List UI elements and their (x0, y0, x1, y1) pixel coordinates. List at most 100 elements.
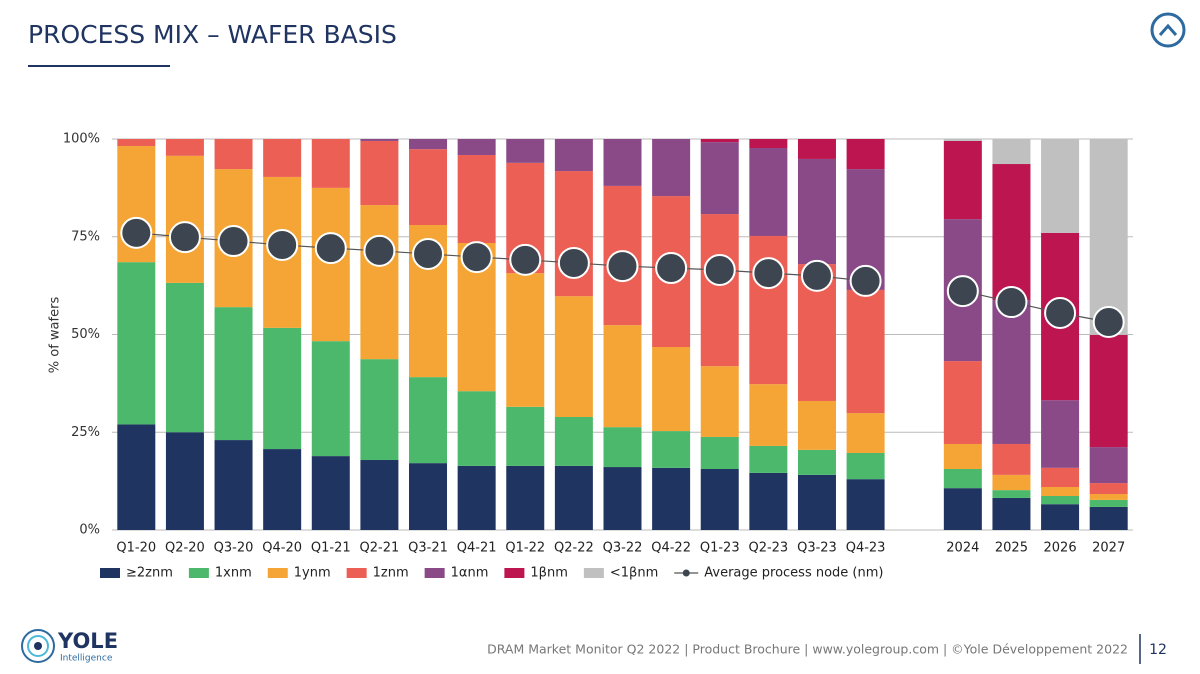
x-tick-label: Q4-22 (651, 541, 691, 556)
average-marker (800, 259, 833, 292)
legend-swatch (188, 568, 209, 578)
logo-name: YOLE (57, 629, 118, 653)
average-marker (606, 250, 639, 283)
legend-label: ≥2znm (126, 566, 173, 581)
bar-segment (749, 139, 788, 148)
bar-segment (263, 327, 302, 450)
legend-swatch (583, 568, 604, 578)
bar-segment (554, 139, 593, 172)
average-marker (412, 237, 445, 270)
legend-label: <1βnm (610, 566, 658, 581)
y-tick-label: 75% (71, 229, 100, 244)
bar-segment (797, 449, 836, 475)
bar-segment (749, 472, 788, 530)
average-marker (557, 246, 590, 279)
page-number: 12 (1149, 642, 1167, 658)
average-marker (266, 228, 299, 261)
bar-segment (1089, 494, 1128, 500)
legend-swatch (504, 568, 525, 578)
x-tick-label: 2027 (1092, 541, 1125, 556)
bar-segment (700, 366, 739, 437)
average-marker (995, 286, 1028, 319)
legend-label: 1ynm (294, 566, 331, 581)
average-marker (1044, 296, 1077, 329)
bar-segment (165, 432, 204, 530)
bar-segment (943, 140, 982, 220)
bar-segment (1041, 486, 1080, 496)
bar-segment (700, 142, 739, 215)
bar-segment (117, 139, 156, 147)
x-tick-label: Q2-22 (554, 541, 594, 556)
bar-segment (846, 413, 885, 453)
bar-segment (1089, 447, 1128, 484)
slide-title: PROCESS MIX – WAFER BASIS (28, 20, 397, 49)
x-tick-label: Q3-23 (797, 541, 837, 556)
bar-segment (311, 341, 350, 457)
legend-label: 1βnm (530, 566, 567, 581)
bar-segment (846, 452, 885, 480)
x-tick-label: Q1-21 (311, 541, 351, 556)
bar-segment (554, 417, 593, 466)
bar-segment (311, 187, 350, 342)
bar-segment (652, 431, 691, 468)
bar-segment (652, 347, 691, 432)
x-tick-label: Q4-21 (457, 541, 497, 556)
bar-segment (797, 400, 836, 450)
legend-swatch (424, 568, 445, 578)
home-icon[interactable] (1150, 12, 1186, 48)
bar-segment (1041, 495, 1080, 505)
average-marker (655, 252, 688, 285)
bar-segment (652, 139, 691, 197)
x-tick-label: Q3-22 (603, 541, 643, 556)
bar-segment (360, 359, 399, 461)
bar-segment (1089, 139, 1128, 335)
bar-segment (700, 214, 739, 367)
bar-segment (117, 424, 156, 530)
x-tick-label: 2024 (946, 541, 979, 556)
legend-label: 1znm (373, 566, 409, 581)
bar-segment (603, 467, 642, 530)
bar-segment (797, 474, 836, 530)
x-tick-label: Q4-20 (262, 541, 302, 556)
bar-segment (603, 427, 642, 468)
bar-segment (797, 139, 836, 159)
bar-segment (1089, 506, 1128, 530)
bar-segment (652, 467, 691, 530)
bar-segment (1041, 139, 1080, 233)
icon-circle (1150, 12, 1186, 48)
bar-segment (117, 262, 156, 425)
legend-label: 1αnm (451, 566, 489, 581)
bar-segment (165, 139, 204, 156)
y-tick-label: 50% (71, 327, 100, 342)
bar-segment (943, 361, 982, 444)
x-tick-label: Q2-23 (748, 541, 788, 556)
bar-segment (992, 164, 1031, 301)
bar-segment (943, 469, 982, 489)
bar-segment (846, 289, 885, 414)
bar-segment (165, 282, 204, 433)
bar-segment (700, 139, 739, 143)
x-tick-label: Q1-20 (116, 541, 156, 556)
y-axis-label: % of wafers (48, 297, 63, 374)
x-tick-label: Q2-20 (165, 541, 205, 556)
logo-sub: Intelligence (60, 654, 113, 664)
average-marker (120, 216, 153, 249)
bar-segment (263, 449, 302, 530)
average-marker (217, 225, 250, 258)
average-marker (509, 243, 542, 276)
bar-segment (992, 497, 1031, 530)
logo: YOLE Intelligence (21, 629, 118, 664)
legend-swatch (100, 568, 120, 578)
bar-segment (1089, 483, 1128, 495)
bar-segment (214, 139, 253, 170)
y-tick-label: 0% (79, 523, 100, 538)
x-tick-label: Q1-22 (505, 541, 545, 556)
bar-segment (506, 465, 545, 530)
bar-segment (700, 469, 739, 530)
bar-segment (311, 456, 350, 530)
bar-segment (457, 139, 496, 156)
x-tick-label: Q2-21 (360, 541, 400, 556)
y-tick-label: 25% (71, 425, 100, 440)
footer-text: DRAM Market Monitor Q2 2022 | Product Br… (487, 642, 1128, 657)
